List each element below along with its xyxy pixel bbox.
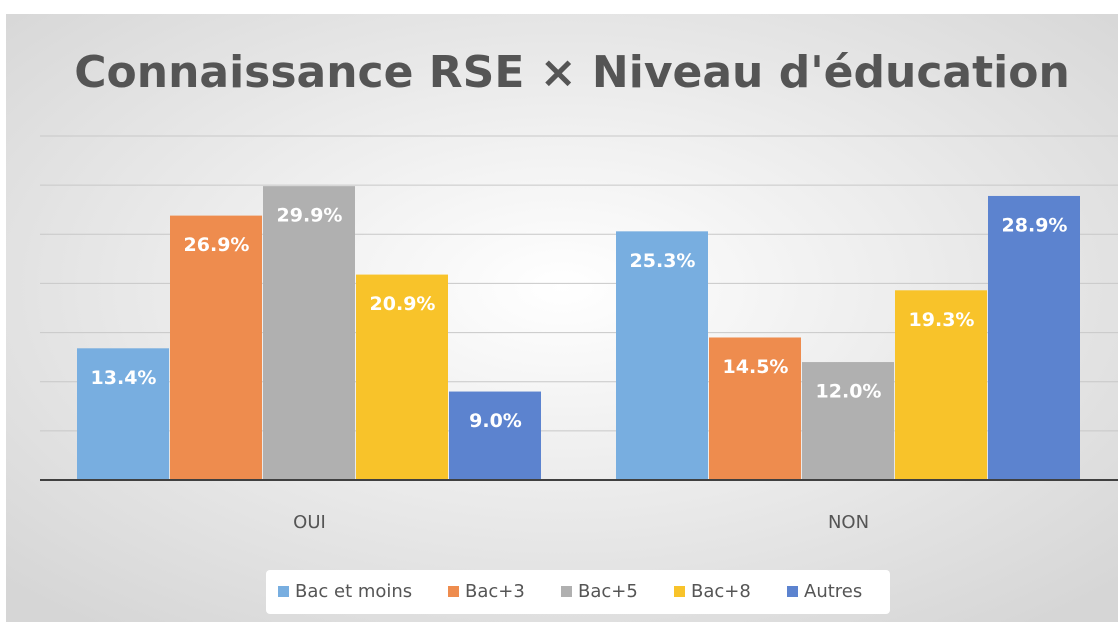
value-label: 9.0% xyxy=(469,410,522,432)
bar xyxy=(170,215,262,480)
value-label: 29.9% xyxy=(277,205,343,227)
legend-label: Bac+3 xyxy=(465,581,525,602)
chart-title: Connaissance RSE × Niveau d'éducation xyxy=(74,47,1070,98)
value-label: 26.9% xyxy=(184,234,250,256)
legend-label: Bac et moins xyxy=(295,581,412,602)
legend-swatch xyxy=(278,586,289,597)
bar xyxy=(449,391,541,480)
bar xyxy=(616,231,708,480)
bar xyxy=(356,274,448,480)
bar xyxy=(77,348,169,480)
bar xyxy=(263,186,355,480)
x-tick-label: OUI xyxy=(293,512,326,533)
x-tick-label: NON xyxy=(828,512,869,533)
bar xyxy=(709,337,801,480)
legend-swatch xyxy=(448,586,459,597)
value-label: 20.9% xyxy=(370,293,436,315)
legend-label: Bac+5 xyxy=(578,581,638,602)
legend-swatch xyxy=(787,586,798,597)
value-label: 14.5% xyxy=(723,356,789,378)
legend-label: Autres xyxy=(804,581,862,602)
legend-label: Bac+8 xyxy=(691,581,751,602)
value-label: 13.4% xyxy=(91,367,157,389)
value-label: 12.0% xyxy=(816,381,882,403)
value-label: 25.3% xyxy=(630,250,696,272)
value-label: 19.3% xyxy=(909,309,975,331)
value-label: 28.9% xyxy=(1002,214,1068,236)
legend-box xyxy=(266,570,890,614)
legend-swatch xyxy=(674,586,685,597)
bar xyxy=(802,362,894,480)
bar xyxy=(895,290,987,480)
legend-swatch xyxy=(561,586,572,597)
bar xyxy=(988,195,1080,480)
